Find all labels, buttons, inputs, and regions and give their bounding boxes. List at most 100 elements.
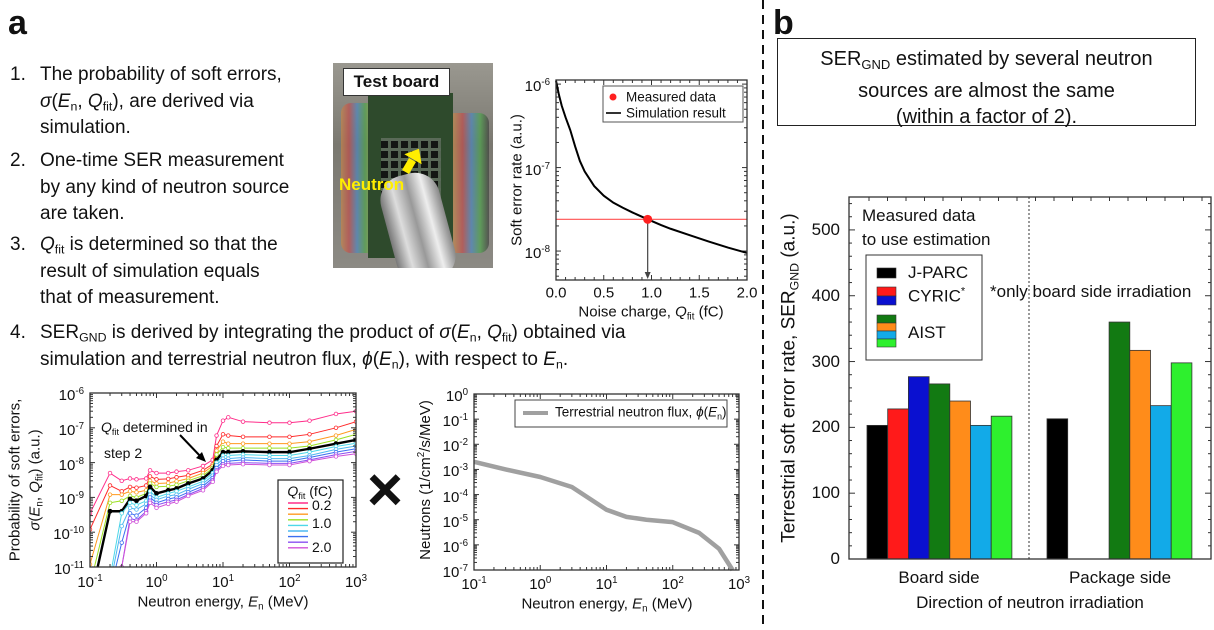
tick-exponent: 0 bbox=[162, 573, 168, 585]
sigma-series-point bbox=[226, 441, 231, 446]
legend-label: 1.0 bbox=[312, 515, 332, 531]
tick-exponent: -11 bbox=[70, 560, 84, 572]
text-segment: ( bbox=[703, 404, 709, 420]
text-segment: E bbox=[379, 348, 392, 370]
bar-j-parc bbox=[866, 424, 889, 560]
measured-point bbox=[643, 214, 653, 224]
tick-exponent: -1 bbox=[459, 412, 468, 424]
text-segment: Probability of soft errors, bbox=[6, 398, 24, 562]
step-number: 1. bbox=[10, 64, 26, 85]
sigma-series-point bbox=[134, 485, 139, 490]
tick-base: 10 bbox=[145, 573, 163, 591]
tick-base: 10 bbox=[442, 463, 460, 481]
sigma-series-point bbox=[119, 478, 124, 483]
sigma-series-point bbox=[108, 590, 112, 594]
y-tick-label: 10-10 bbox=[53, 525, 84, 543]
flux-curve bbox=[473, 459, 735, 572]
sigma-series-point bbox=[307, 432, 312, 437]
sigma-series-point bbox=[226, 415, 231, 420]
tick-exponent: -1 bbox=[94, 573, 103, 585]
tick-base: 10 bbox=[442, 488, 460, 506]
text-segment: is determined so that the bbox=[64, 234, 278, 255]
text-segment: σ bbox=[439, 322, 451, 343]
x-tick-label: 1.5 bbox=[688, 284, 710, 302]
bar-aist bbox=[1108, 321, 1131, 560]
bar-aist bbox=[928, 383, 951, 560]
sigma-series-point bbox=[240, 419, 246, 424]
test-board-photo: Test board Neutron bbox=[333, 63, 493, 268]
y-tick-label: 10-6 bbox=[525, 77, 550, 95]
bar-aist bbox=[1150, 405, 1172, 560]
y-tick-label: 0 bbox=[830, 549, 840, 568]
sigma-series-point bbox=[127, 489, 133, 494]
text-segment: fit bbox=[501, 330, 512, 345]
tick-exponent: -7 bbox=[75, 420, 84, 432]
tick-base: 10 bbox=[442, 513, 460, 531]
y-tick-label: 10-8 bbox=[525, 244, 550, 262]
annotation-arrow-line bbox=[179, 434, 203, 459]
tick-base: 10 bbox=[58, 421, 76, 439]
tick-base: 10 bbox=[278, 573, 296, 591]
sigma-series-point bbox=[166, 470, 171, 476]
sigma-series-point bbox=[200, 488, 206, 493]
text-segment: ), are derived via bbox=[112, 90, 254, 112]
text-segment: result of simulation equals bbox=[40, 260, 260, 282]
sigma-series-point bbox=[88, 600, 92, 604]
sigma-series-line bbox=[90, 421, 356, 530]
tick-base: 10 bbox=[524, 244, 542, 262]
sigma-series-point bbox=[267, 462, 272, 468]
text-segment: Q bbox=[40, 234, 55, 255]
x-tick-label: 10-1 bbox=[461, 575, 486, 593]
sigma-series-point bbox=[287, 420, 292, 425]
sigma-series-point bbox=[267, 445, 272, 451]
y-axis-label: Neutrons (1/cm2/s/MeV) bbox=[416, 400, 434, 560]
text-segment: fit bbox=[111, 426, 119, 437]
tick-exponent: -1 bbox=[478, 575, 487, 587]
y-axis-label: Soft error rate (a.u.) bbox=[509, 114, 526, 246]
y-tick-label: 100 bbox=[446, 387, 468, 405]
y-tick-label: 100 bbox=[811, 483, 840, 503]
sigma-series-point bbox=[186, 468, 191, 473]
sigma-series-point bbox=[214, 448, 219, 453]
text-segment: /s/MeV) bbox=[416, 400, 434, 452]
sigma-series-point bbox=[214, 469, 219, 474]
annotation-line2: step 2 bbox=[104, 445, 142, 461]
legend-swatch bbox=[876, 330, 897, 340]
sigma-series-point bbox=[186, 493, 191, 499]
sigma-series-line bbox=[90, 428, 356, 565]
sigma-series-point bbox=[154, 491, 159, 496]
bar-aist bbox=[990, 415, 1013, 560]
summary-line: (within a factor of 2). bbox=[778, 104, 1195, 130]
x-tick-label: 0.5 bbox=[593, 284, 615, 302]
legend-label: 0.2 bbox=[312, 497, 332, 513]
sigma-series-point bbox=[307, 418, 312, 423]
legend-measured-label: Measured data bbox=[626, 89, 717, 105]
panel-a-label: a bbox=[8, 4, 27, 42]
sigma-series-point bbox=[220, 444, 226, 450]
sigma-series-point bbox=[333, 433, 339, 438]
sigma-series-point bbox=[226, 462, 231, 468]
sigma-series-point bbox=[134, 498, 139, 504]
tick-base: 10 bbox=[445, 387, 463, 405]
sigma-series-point bbox=[127, 496, 133, 502]
text-segment: GND bbox=[79, 330, 107, 345]
text-segment: are taken. bbox=[40, 203, 125, 224]
text-segment: fit bbox=[54, 242, 65, 257]
sigma-series-point bbox=[333, 437, 339, 443]
tick-base: 10 bbox=[524, 78, 542, 96]
text-segment: σ bbox=[40, 90, 52, 112]
text-segment: (MeV) bbox=[263, 593, 309, 611]
sigma-series-point bbox=[143, 476, 149, 481]
x-axis-label: Direction of neutron irradiation bbox=[916, 593, 1144, 613]
bar-aist bbox=[1129, 349, 1151, 560]
step-line: are taken. bbox=[40, 201, 125, 228]
neutron-label: Neutron bbox=[339, 175, 405, 194]
x-tick-label: 100 bbox=[529, 575, 551, 593]
step-number: 2. bbox=[10, 150, 26, 171]
tick-exponent: -7 bbox=[541, 160, 550, 172]
tick-exponent: 1 bbox=[228, 573, 235, 585]
text-segment: n bbox=[34, 501, 46, 507]
sigma-series-point bbox=[108, 576, 112, 580]
x-tick-label: 1.0 bbox=[641, 284, 662, 302]
sigma-series-line bbox=[121, 450, 356, 567]
